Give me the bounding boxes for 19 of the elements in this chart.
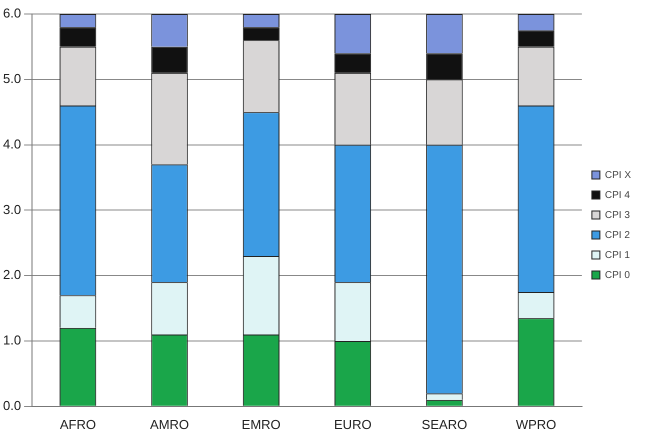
y-tick-label: 5.0 — [2, 70, 22, 86]
y-tick-label: 6.0 — [2, 6, 22, 21]
legend-label: CPI 3 — [604, 210, 630, 221]
legend-label: CPI 4 — [604, 190, 630, 201]
y-tick-label: 1.0 — [2, 332, 22, 348]
y-tick-label: 4.0 — [2, 136, 22, 152]
legend-label: CPI 1 — [604, 250, 630, 261]
x-tick-label: EMRO — [242, 416, 281, 432]
x-tick-label: AFRO — [60, 416, 96, 432]
legend-label: CPI 2 — [604, 230, 630, 241]
y-tick-label: 0.0 — [2, 398, 22, 413]
x-tick-label: AMRO — [150, 416, 190, 432]
x-tick-label: SEARO — [422, 416, 468, 432]
x-tick-label: EURO — [334, 416, 372, 432]
y-tick-label: 3.0 — [2, 202, 22, 217]
legend-label: CPI 0 — [604, 270, 630, 281]
legend-label: CPI X — [604, 170, 632, 181]
x-tick-label: WPRO — [516, 416, 556, 432]
y-tick-label: 2.0 — [2, 267, 22, 282]
